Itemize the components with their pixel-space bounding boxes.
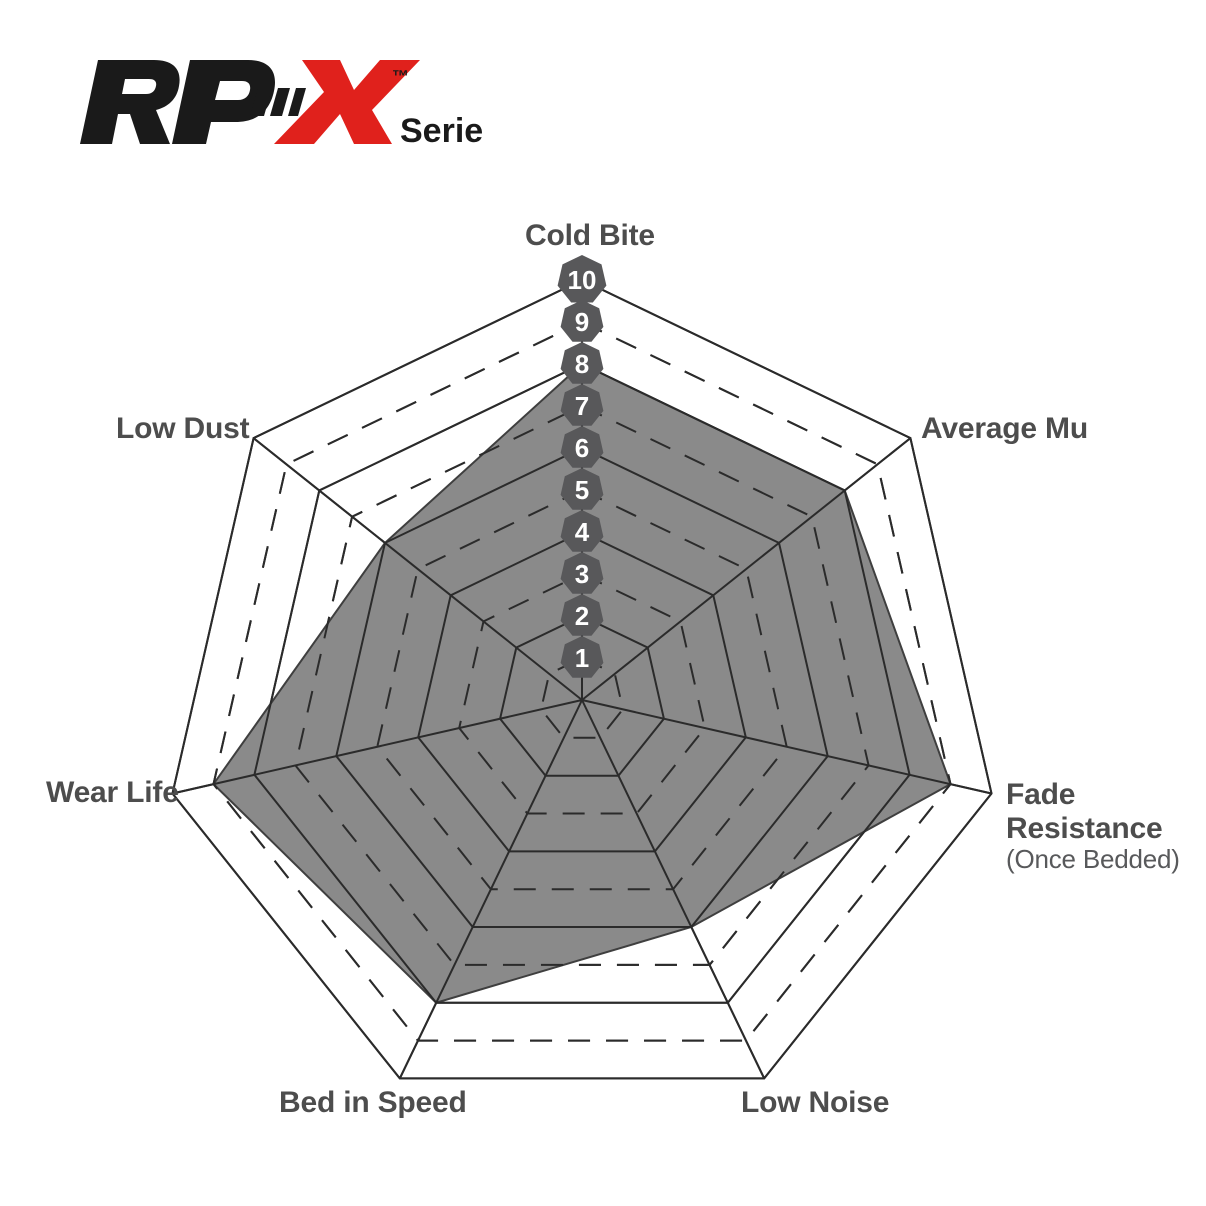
axis-spoke-overlay-3 (581, 699, 766, 1079)
grid-ring-dashed-overlay-1 (540, 656, 624, 739)
axis-label-cold-bite: Cold Bite (525, 219, 655, 253)
axis-label-low-noise-text: Low Noise (741, 1086, 890, 1119)
axis-label-fade-line2: Resistance (1006, 811, 1163, 845)
scale-badge-shape-5 (560, 468, 604, 510)
axis-label-bed-in-speed: Bed in Speed (279, 1086, 467, 1120)
axis-spoke-overlay-1 (581, 437, 912, 701)
scale-badge-shape-1 (560, 636, 604, 678)
grid-ring-dashed-overlay-9 (212, 320, 952, 1042)
logo-letter-x (274, 60, 420, 144)
scale-badge-text-3: 3 (575, 559, 589, 589)
scale-badge-shape-2 (560, 594, 604, 636)
axis-label-wear-life: Wear Life (46, 776, 179, 810)
grid-ring-overlay-2 (499, 614, 665, 777)
scale-badge-text-4: 4 (575, 517, 590, 547)
scale-badge-10: 10 (557, 255, 607, 303)
scale-badge-6: 6 (560, 426, 604, 468)
axis-label-low-dust-text: Low Dust (116, 412, 250, 445)
axis-label-cold-bite-text: Cold Bite (525, 219, 655, 252)
scale-badge-text-1: 1 (575, 643, 589, 673)
logo-trademark: ™ (392, 67, 409, 86)
scale-badge-text-10: 10 (568, 265, 597, 295)
scale-badge-2: 2 (560, 594, 604, 636)
scale-badge-shape-10 (557, 255, 607, 303)
grid-ring-overlay-10 (171, 278, 993, 1080)
radar-grid-solid-rings-overlay (171, 278, 993, 1080)
scale-badge-5: 5 (560, 468, 604, 510)
axis-label-low-dust: Low Dust (116, 412, 250, 446)
radar-axis-spokes-overlay (172, 280, 992, 1079)
grid-ring-overlay-8 (253, 362, 911, 1004)
scale-badge-text-5: 5 (575, 475, 589, 505)
logo-letter-r (80, 60, 180, 144)
axis-spoke-overlay-6 (252, 437, 583, 701)
scale-badge-3: 3 (560, 552, 604, 594)
scale-badge-shape-4 (560, 510, 604, 552)
logo-letter-p (172, 60, 275, 144)
grid-ring-overlay-4 (417, 530, 747, 853)
grid-ring-overlay-6 (335, 446, 829, 928)
scale-badge-shape-9 (560, 300, 604, 342)
scale-badge-8: 8 (560, 342, 604, 384)
brand-logo: ™ Series (62, 52, 482, 152)
scale-badge-text-8: 8 (575, 349, 589, 379)
scale-badge-shape-7 (560, 384, 604, 426)
axis-spoke-overlay-2 (581, 699, 992, 795)
axis-label-low-noise: Low Noise (741, 1086, 889, 1120)
axis-label-average-mu-text: Average Mu (921, 412, 1088, 445)
axis-label-bed-in-speed-text: Bed in Speed (279, 1086, 467, 1119)
scale-badge-4: 4 (560, 510, 604, 552)
scale-badge-text-9: 9 (575, 307, 589, 337)
axis-spoke-overlay-4 (398, 699, 583, 1079)
grid-ring-dashed-overlay-7 (294, 404, 870, 966)
scale-badge-text-2: 2 (575, 601, 589, 631)
scale-badge-shape-8 (560, 342, 604, 384)
scale-badge-shape-3 (560, 552, 604, 594)
scale-badge-7: 7 (560, 384, 604, 426)
scale-badge-9: 9 (560, 300, 604, 342)
logo-speed-slashes (250, 88, 306, 116)
logo-series-word: Series (400, 112, 482, 150)
grid-ring-dashed-overlay-3 (458, 572, 706, 815)
scale-badge-shape-6 (560, 426, 604, 468)
axis-label-fade-sublabel: (Once Bedded) (1006, 844, 1180, 875)
scale-badge-text-7: 7 (575, 391, 589, 421)
scale-badge-1: 1 (560, 636, 604, 678)
axis-label-average-mu: Average Mu (921, 412, 1088, 446)
radar-scale-badges: 1 2 3 4 5 6 7 8 9 10 (557, 255, 607, 678)
axis-label-fade-line1: Fade (1006, 778, 1076, 811)
axis-label-wear-life-text: Wear Life (46, 776, 179, 809)
axis-label-fade-resistance: Fade Resistance (Once Bedded) (1006, 778, 1180, 874)
radar-grid-dashed-rings-overlay (212, 320, 952, 1042)
scale-badge-text-6: 6 (575, 433, 589, 463)
axis-spoke-overlay-5 (172, 699, 583, 795)
